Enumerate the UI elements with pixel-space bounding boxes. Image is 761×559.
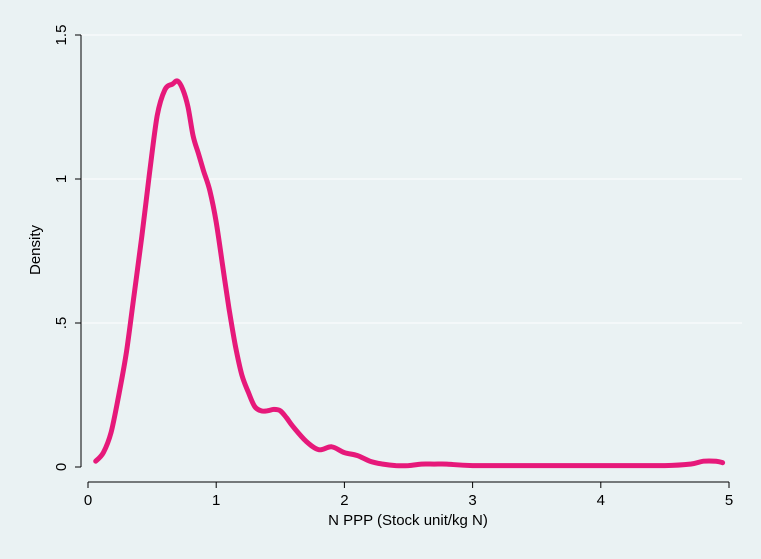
series-layer bbox=[93, 78, 726, 469]
y-tick-label-3: 1.5 bbox=[53, 25, 70, 46]
x-tick-label-3: 3 bbox=[468, 492, 476, 509]
x-axis-title: N PPP (Stock unit/kg N) bbox=[328, 512, 488, 529]
y-tick-label-1: .5 bbox=[53, 317, 70, 330]
y-tick-label-0: 0 bbox=[53, 463, 70, 471]
y-axis-title: Density bbox=[27, 224, 44, 275]
x-tick-label-2: 2 bbox=[340, 492, 348, 509]
x-tick-label-1: 1 bbox=[212, 492, 220, 509]
x-tick-label-5: 5 bbox=[725, 492, 733, 509]
axes bbox=[75, 34, 730, 488]
y-tick-label-2: 1 bbox=[53, 175, 70, 183]
grid-lines bbox=[81, 34, 742, 324]
x-tick-label-0: 0 bbox=[84, 492, 92, 509]
density-line-series-0 bbox=[93, 78, 726, 469]
x-tick-label-4: 4 bbox=[597, 492, 605, 509]
plot-area bbox=[81, 12, 742, 482]
axis-labels: 0 .5 1 1.5 0 1 2 3 4 5 N PPP (Stock unit/kg N) Dens… bbox=[27, 25, 733, 529]
